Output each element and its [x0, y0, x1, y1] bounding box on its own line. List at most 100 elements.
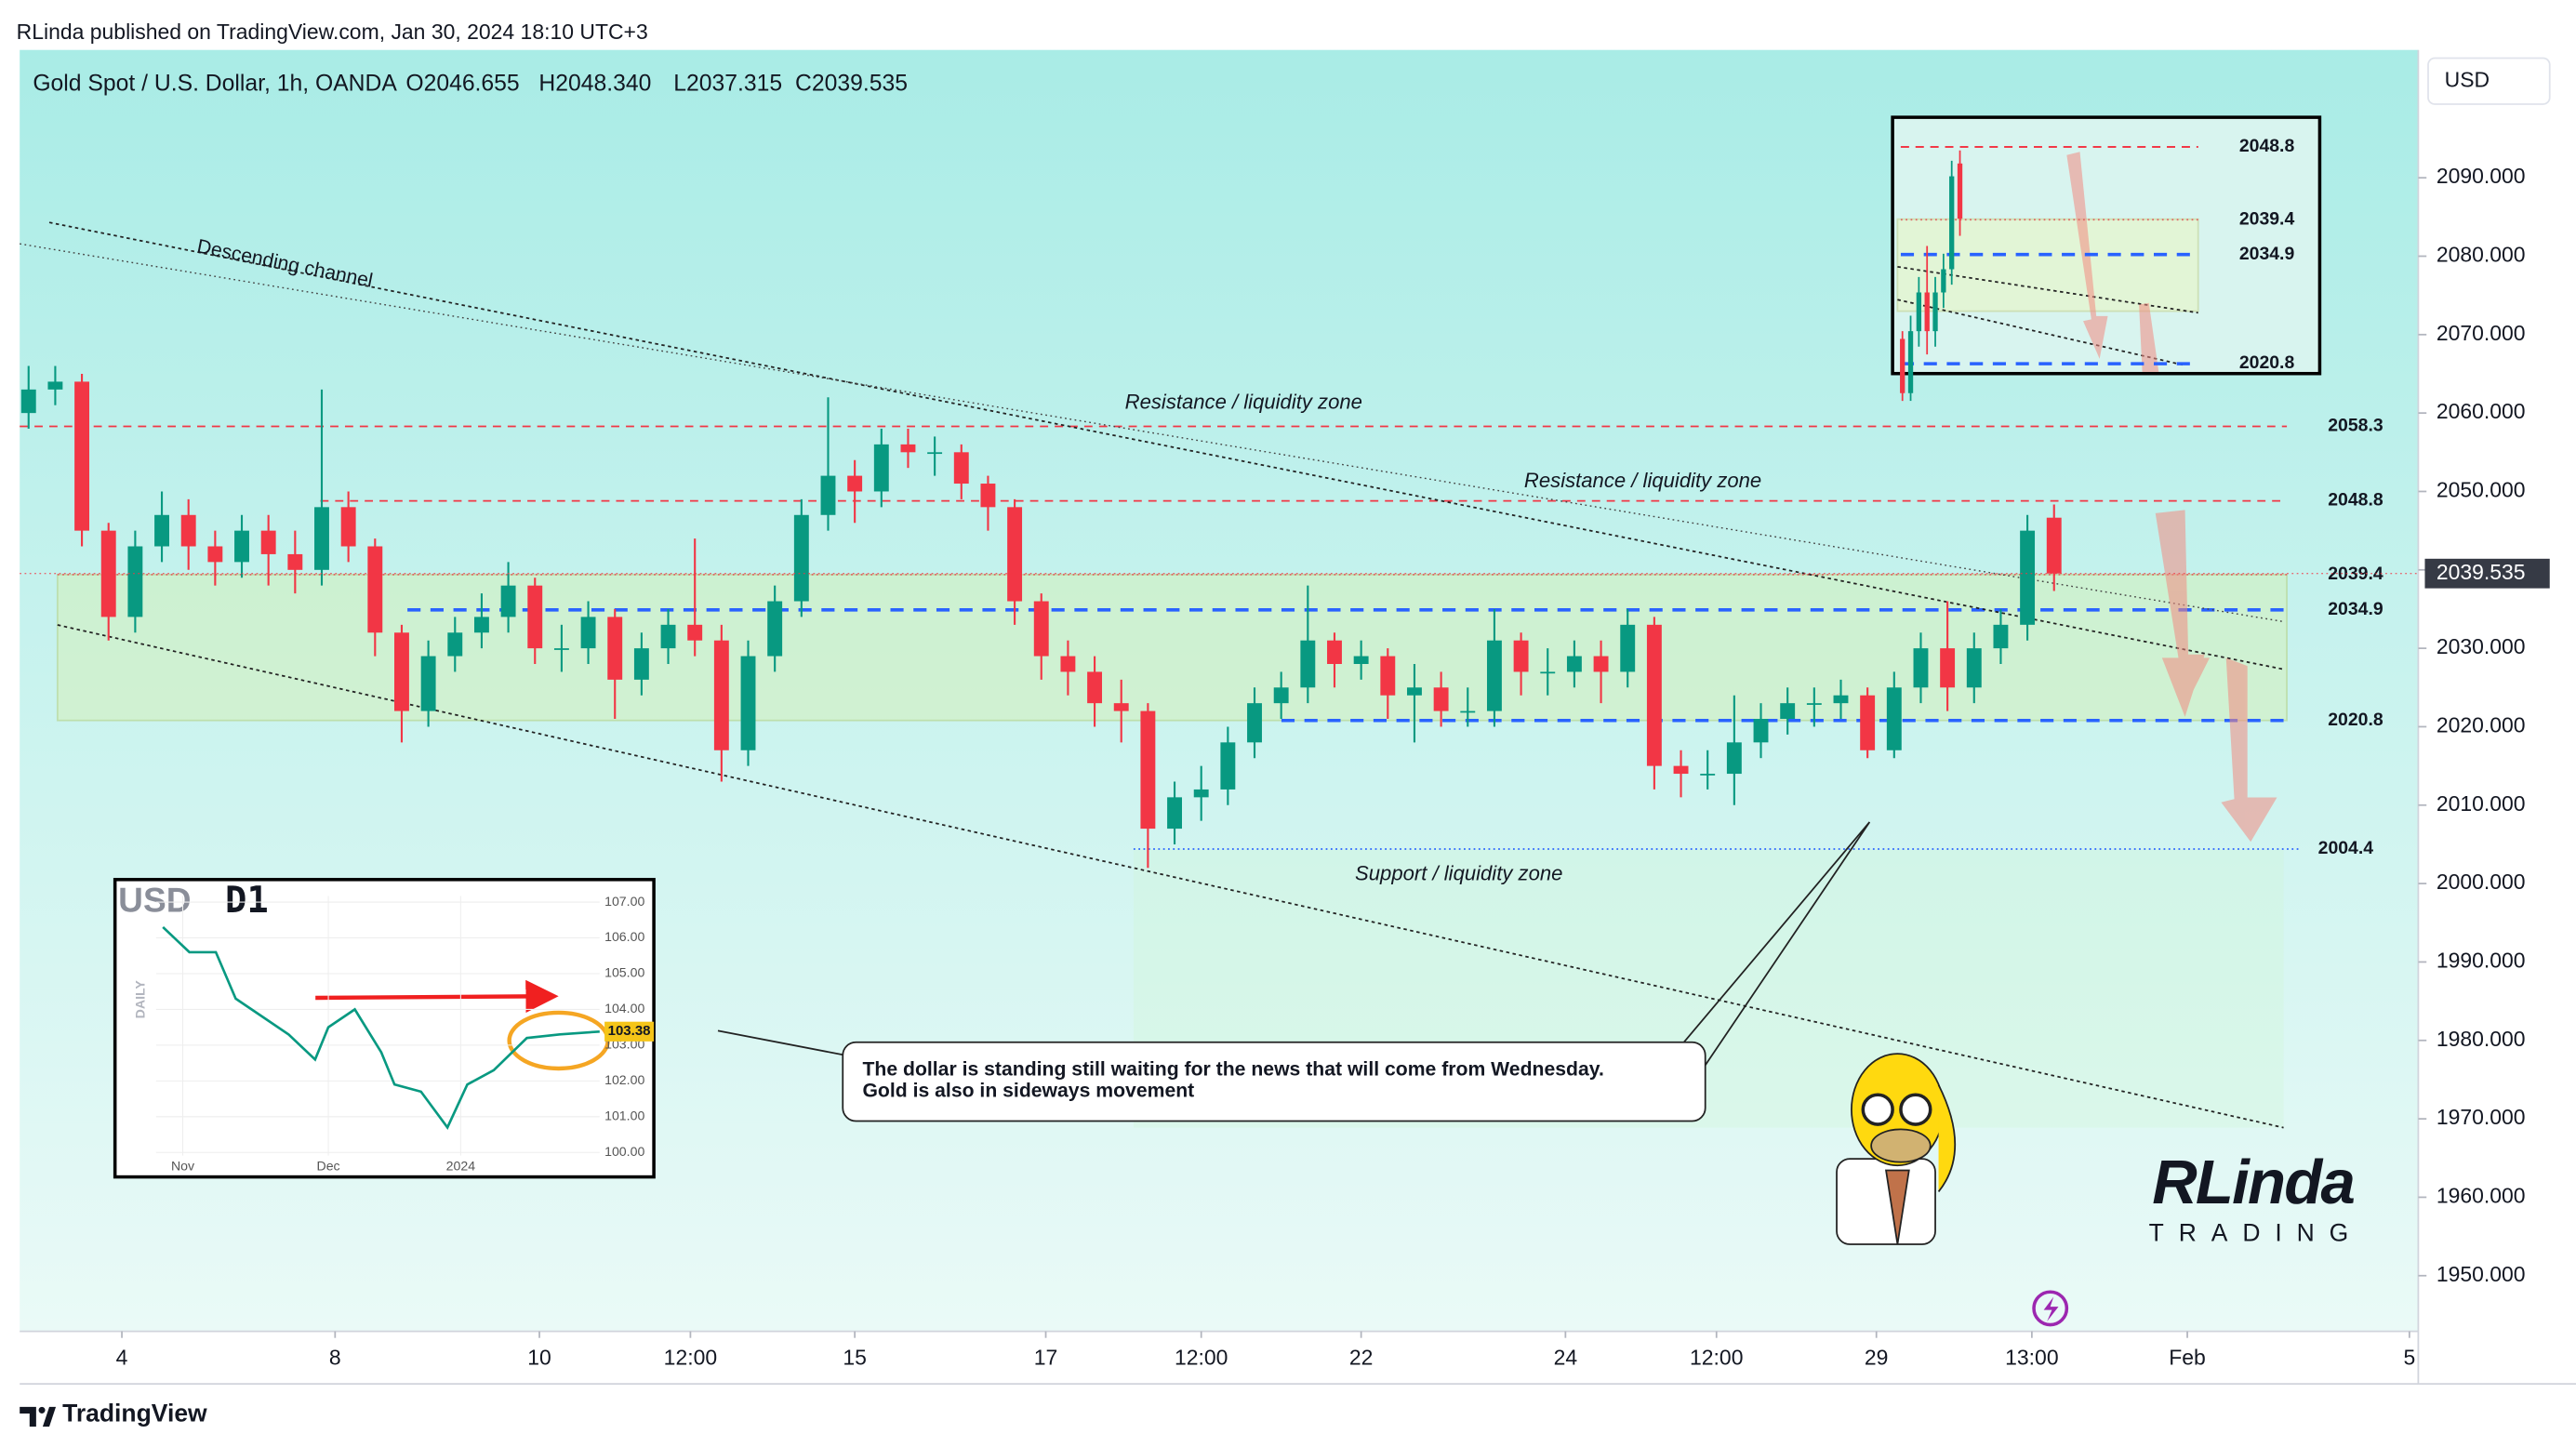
candle-body: [420, 656, 436, 711]
candle-body: [953, 452, 969, 485]
currency-button[interactable]: [2427, 57, 2551, 105]
inset-x-tick-label: 2024: [446, 1159, 476, 1174]
inset-body: [1932, 292, 1938, 332]
logo-name: RLinda: [2152, 1148, 2354, 1217]
last-price-badge: [2424, 558, 2550, 589]
level-label: 2048.8: [2328, 490, 2383, 511]
x-tick-label: 12:00: [1690, 1346, 1743, 1370]
y-tick-label: 2030.000: [2437, 634, 2526, 658]
inset-body: [1916, 292, 1922, 332]
inset-body: [1949, 176, 1955, 270]
footer-brand: TradingView: [62, 1400, 207, 1427]
candle-body: [1007, 507, 1023, 602]
candle-body: [47, 381, 63, 390]
candle-body: [1780, 703, 1796, 720]
candle-body: [1300, 640, 1316, 688]
candle-body: [820, 475, 836, 515]
y-tick-label: 2060.000: [2437, 399, 2526, 423]
candle-body: [473, 617, 489, 633]
candle-body: [607, 617, 623, 680]
callout-pointer: [717, 1029, 846, 1056]
y-tick-label: 2070.000: [2437, 321, 2526, 345]
level-label: 2039.4: [2328, 564, 2383, 584]
event-icon-bolt[interactable]: [2043, 1296, 2059, 1322]
candle-body: [74, 381, 90, 531]
x-tick-label: 8: [329, 1346, 341, 1370]
y-tick-label: 2010.000: [2437, 791, 2526, 816]
candle-body: [1433, 687, 1449, 711]
candle-body: [127, 546, 143, 617]
inset-body: [1900, 339, 1905, 393]
candle-body: [793, 514, 809, 602]
candle-body: [1087, 671, 1103, 704]
y-tick-label: 2000.000: [2437, 870, 2526, 894]
x-tick-label: 22: [1349, 1346, 1374, 1370]
level-label: 2058.3: [2328, 416, 2383, 436]
candle-body: [180, 514, 196, 547]
currency[interactable]: USD: [2445, 67, 2490, 91]
level-label: 2020.8: [2328, 710, 2383, 730]
inset-last-badge: [604, 1021, 655, 1042]
logo-tagline: TRADING: [2149, 1218, 2363, 1246]
y-tick-label: 2050.000: [2437, 478, 2526, 502]
candle-body: [314, 507, 329, 570]
candle-body: [1353, 656, 1369, 664]
inset-channel: [1897, 266, 2198, 314]
candle-body: [1620, 624, 1636, 672]
candle-body: [1726, 742, 1742, 775]
candle-body: [20, 389, 36, 414]
inset-zone: [1896, 218, 2199, 312]
candle-body: [1327, 640, 1342, 664]
candle-body: [687, 624, 703, 641]
level-label: 2034.9: [2328, 599, 2383, 619]
candle-body: [1033, 601, 1049, 657]
channel-inner: [20, 243, 2284, 623]
inset-y-tick-label: 102.00: [604, 1072, 644, 1087]
inset-y-label: DAILY: [133, 980, 148, 1019]
inset-d1: [113, 878, 656, 1179]
x-tick-label: 15: [843, 1346, 867, 1370]
candle-body: [713, 640, 729, 750]
candle-body: [740, 656, 756, 750]
candle-body: [1806, 703, 1822, 705]
candle-body: [1486, 640, 1502, 711]
ohlc-low: L2037.315: [673, 71, 782, 96]
candle-body: [367, 546, 383, 633]
x-tick-label: 29: [1865, 1346, 1889, 1370]
inset-x-tick-label: Nov: [171, 1159, 195, 1174]
x-tick-label: 13:00: [2005, 1346, 2058, 1370]
candle-body: [767, 601, 783, 657]
inset-y-tick-label: 104.00: [604, 1001, 644, 1016]
x-tick-label: 12:00: [1175, 1346, 1228, 1370]
candle-body: [1700, 774, 1716, 776]
event-icon[interactable]: [2032, 1290, 2069, 1327]
candle-body: [1060, 656, 1076, 672]
inset-arrow: [315, 979, 559, 1014]
candle-body: [1380, 656, 1396, 696]
inset-title: USD: [118, 880, 191, 919]
candle-body: [1646, 624, 1662, 766]
x-tick-label: 4: [116, 1346, 128, 1370]
x-tick-label: 10: [527, 1346, 551, 1370]
candle-body: [1860, 695, 1876, 750]
y-tick-label: 2020.000: [2437, 713, 2526, 737]
candle-body: [1566, 656, 1582, 672]
candle-body: [340, 507, 356, 547]
candle-body: [927, 452, 943, 455]
x-tick-label: 12:00: [664, 1346, 717, 1370]
footer-logo: [20, 1406, 57, 1427]
callout-box: [842, 1041, 1706, 1122]
candle-body: [2020, 530, 2036, 625]
candle-body: [394, 632, 409, 711]
candle-body: [900, 444, 916, 453]
zone-label: Resistance / liquidity zone: [1524, 469, 1761, 492]
candle-body: [1513, 640, 1529, 672]
inset-y-tick-label: 105.00: [604, 965, 644, 980]
candle-body: [1966, 648, 1982, 688]
inset-level-label: 2039.4: [2239, 208, 2295, 229]
inset-body: [1907, 331, 1914, 393]
candle-body: [447, 632, 463, 657]
candle-body: [1407, 687, 1422, 696]
candle-body: [1993, 624, 2009, 649]
